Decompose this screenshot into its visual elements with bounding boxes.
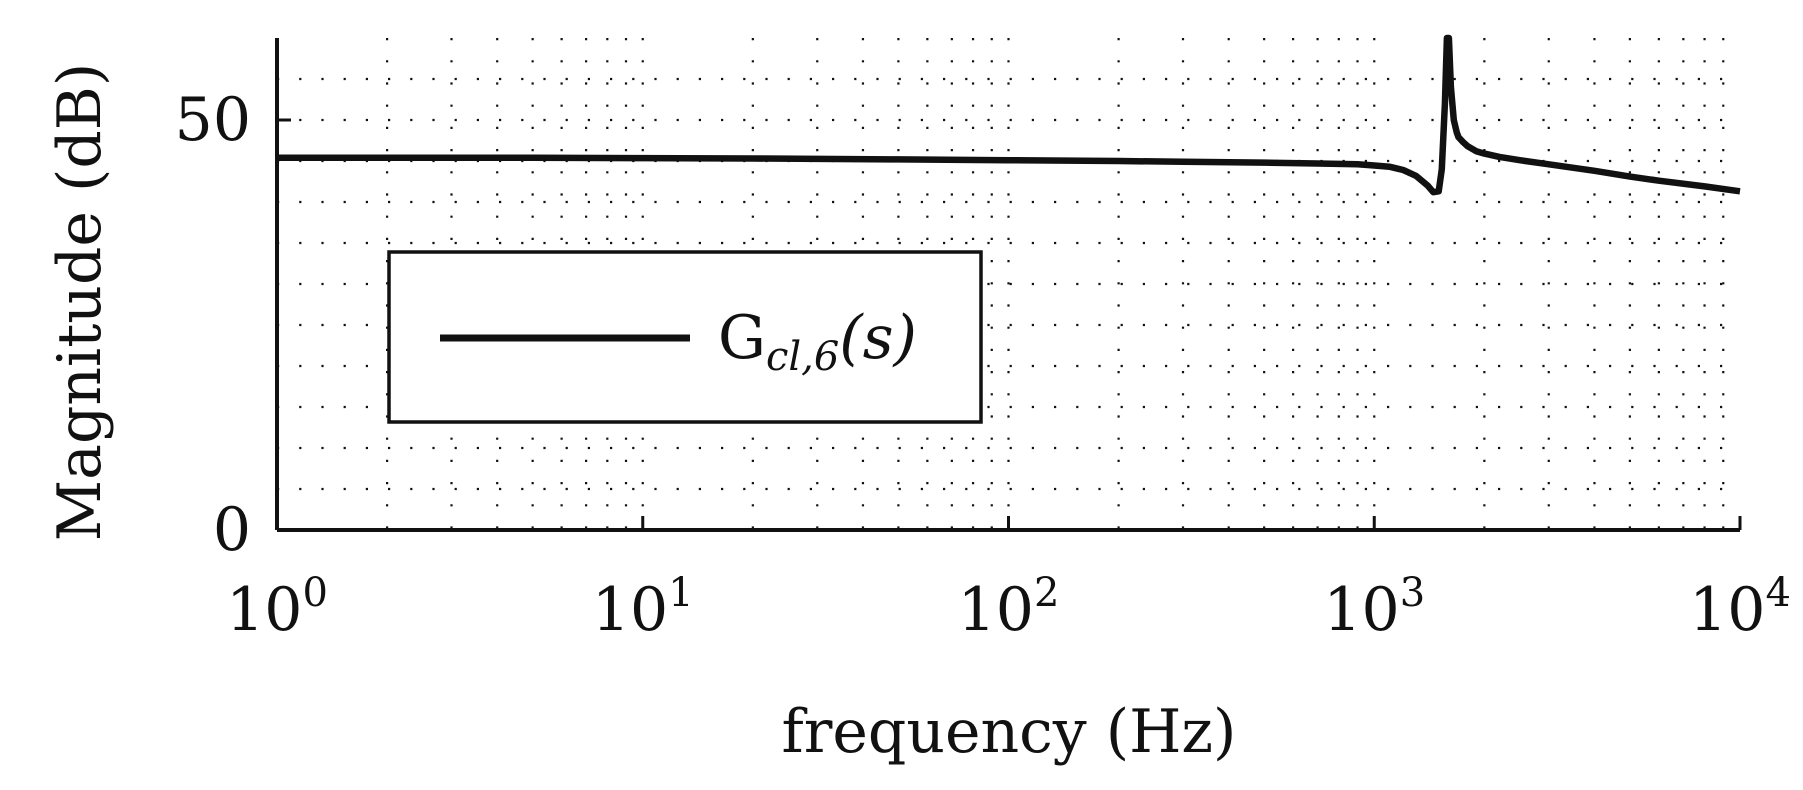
x-tick-label: 102 [958,570,1060,645]
line-layer [277,34,1741,196]
x-tick-label: 100 [226,570,328,645]
x-axis-label: frequency (Hz) [782,697,1237,767]
y-axis-label: Magnitude (dB) [45,63,115,542]
y-tick-label: 50 [175,85,251,155]
series-line-gcl6 [277,34,1741,196]
legend-label: Gcl,6(s) [718,303,917,380]
x-tick-label: 104 [1689,570,1791,645]
axes [275,38,1742,532]
tick-labels: 100 101 102 103 104 0 50 [175,85,1791,645]
legend: Gcl,6(s) [387,250,983,424]
x-tick-label: 101 [592,570,694,645]
x-tick-label: 103 [1323,570,1425,645]
y-tick-label: 0 [213,495,251,565]
